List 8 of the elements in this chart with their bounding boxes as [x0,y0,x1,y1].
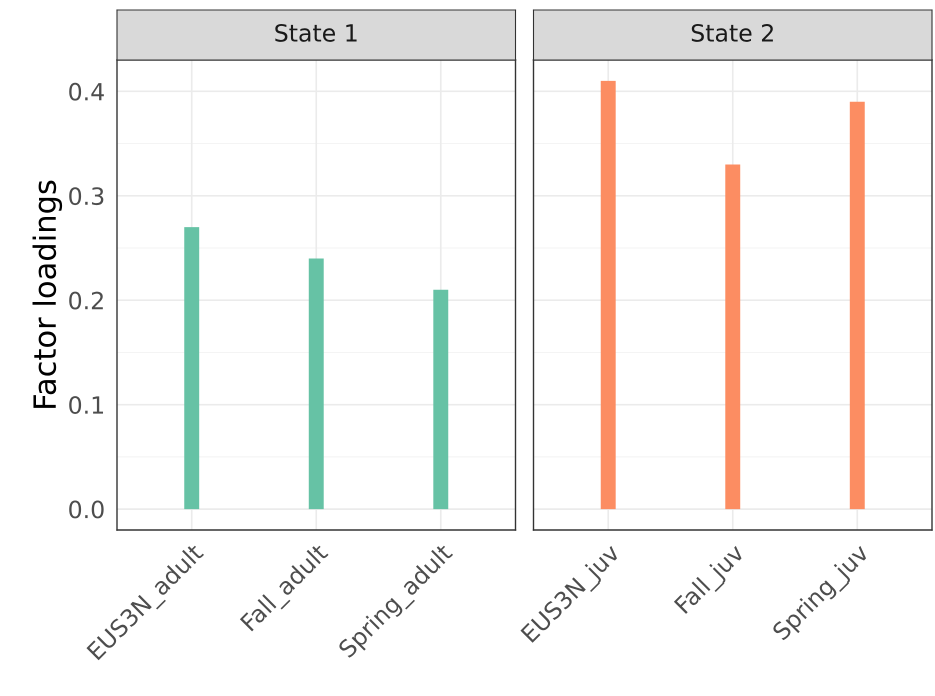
y-tick-label: 0.2 [69,292,103,310]
chart-title: State 2 [692,24,773,42]
y-tick-label: 0.0 [69,500,104,518]
y-tick-label: 0.1 [69,396,104,414]
y-tick-label: 0.4 [69,82,104,101]
y-tick-label: 0.3 [69,187,104,206]
chart-title: State 1 [275,24,357,42]
y-axis-title: Factor loadings [32,180,62,408]
